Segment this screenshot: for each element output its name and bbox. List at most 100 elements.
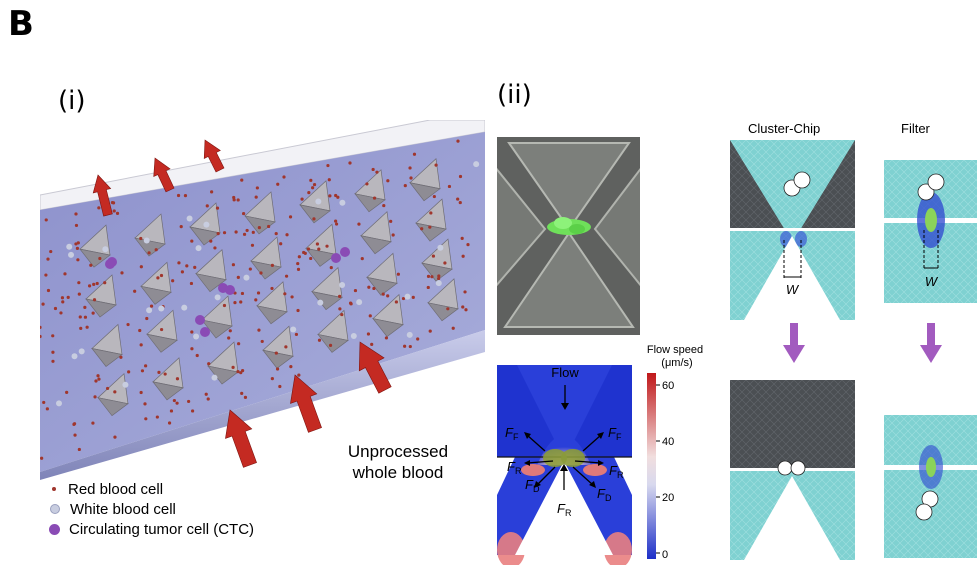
red-blood-cell	[240, 391, 244, 395]
red-blood-cell	[340, 312, 344, 317]
red-blood-cell	[327, 178, 331, 182]
pillar	[91, 323, 123, 367]
red-blood-cell	[119, 355, 123, 359]
red-blood-cell	[97, 377, 101, 381]
green-cell-cluster-sim	[543, 449, 585, 467]
red-blood-cell	[360, 257, 364, 261]
red-blood-cell	[207, 362, 211, 366]
colorbar-ticks: 60 40 20 0	[656, 380, 674, 561]
red-blood-cell	[75, 246, 80, 250]
red-blood-cell	[245, 228, 249, 233]
pillar	[152, 357, 184, 401]
red-blood-cell	[45, 407, 49, 411]
red-blood-cell	[236, 198, 240, 202]
pillar	[134, 213, 166, 257]
red-blood-cell	[73, 433, 77, 437]
red-blood-cell	[242, 232, 247, 236]
flow-simulation: Flow FF FF FR FD FR FD FR Flow speed (μm…	[497, 345, 703, 565]
svg-text:FR: FR	[507, 459, 522, 476]
red-blood-cell	[42, 400, 46, 405]
red-blood-cell	[91, 421, 95, 425]
red-blood-cell	[329, 266, 333, 270]
red-blood-cell	[297, 373, 301, 377]
red-blood-cell	[175, 377, 180, 381]
red-blood-cell	[285, 233, 289, 237]
red-blood-cell	[446, 307, 450, 311]
pillar	[409, 158, 441, 202]
red-blood-cell	[233, 301, 237, 305]
red-blood-cell	[257, 328, 261, 332]
pillar	[146, 309, 178, 353]
red-blood-cell	[187, 399, 191, 404]
red-blood-cell	[391, 233, 395, 237]
red-blood-cell	[254, 298, 258, 302]
red-blood-cell	[127, 370, 131, 374]
red-blood-cell	[248, 267, 252, 271]
red-blood-cell	[139, 390, 143, 395]
filter-sim-after	[884, 415, 977, 558]
red-blood-cell	[254, 195, 258, 199]
white-blood-cell	[146, 307, 153, 314]
legend-ctc: Circulating tumor cell (CTC)	[49, 519, 254, 539]
red-blood-cell	[426, 274, 431, 278]
panel-label: B	[8, 4, 34, 44]
red-blood-cell	[206, 397, 210, 401]
red-blood-cell	[384, 336, 389, 340]
red-blood-cell	[288, 215, 293, 219]
red-blood-cell	[139, 236, 143, 241]
white-blood-cell	[78, 348, 85, 355]
red-blood-cell	[112, 209, 116, 213]
white-blood-cell	[214, 294, 221, 301]
red-blood-cell	[334, 219, 338, 223]
red-blood-cell	[428, 329, 432, 333]
red-blood-cell	[175, 401, 179, 405]
red-blood-cell	[394, 300, 398, 304]
white-blood-cell	[195, 245, 202, 252]
force-labels: FF FF FR FD FR FD FR	[505, 425, 624, 518]
red-blood-cell	[381, 292, 385, 296]
red-blood-cell	[53, 306, 58, 311]
white-blood-cell	[102, 246, 109, 253]
red-blood-cell	[44, 218, 48, 222]
filter-transition-arrow	[920, 323, 942, 363]
red-blood-cell	[133, 289, 137, 293]
red-blood-cell	[236, 370, 240, 374]
red-blood-cell	[328, 343, 333, 347]
pillar	[317, 309, 349, 353]
red-blood-cell	[401, 296, 406, 301]
red-blood-cell	[210, 190, 214, 194]
red-blood-cell	[309, 256, 313, 261]
red-blood-cell	[334, 193, 338, 198]
red-blood-cell	[155, 415, 159, 419]
red-blood-cell	[85, 325, 89, 329]
red-blood-cell	[296, 308, 300, 313]
red-blood-cell	[240, 369, 245, 373]
pillar	[299, 180, 331, 224]
red-blood-cell	[237, 342, 241, 346]
red-blood-cell	[315, 242, 320, 246]
red-blood-cell	[375, 170, 379, 174]
white-blood-cell	[315, 198, 322, 205]
colorbar-title: Flow speed	[647, 345, 703, 356]
red-blood-cell	[366, 332, 371, 336]
red-blood-cell	[338, 307, 342, 311]
red-blood-cell	[190, 330, 194, 334]
red-blood-cell	[430, 275, 434, 279]
red-blood-cell	[87, 284, 92, 288]
white-blood-cell	[68, 251, 75, 258]
red-blood-cell	[83, 315, 88, 319]
red-blood-cell	[96, 374, 100, 378]
red-blood-cell	[49, 249, 53, 254]
red-blood-cell	[302, 250, 306, 255]
red-blood-cell	[222, 303, 227, 308]
red-blood-cell	[348, 161, 352, 165]
red-blood-cell	[72, 422, 76, 427]
ctc	[225, 285, 235, 295]
red-blood-cell	[309, 178, 313, 182]
red-blood-cell	[65, 390, 69, 394]
red-blood-cell	[105, 386, 110, 391]
red-blood-cell	[94, 379, 98, 383]
red-blood-cell	[195, 353, 199, 358]
red-blood-cell	[232, 198, 236, 202]
red-blood-cell	[365, 182, 369, 186]
